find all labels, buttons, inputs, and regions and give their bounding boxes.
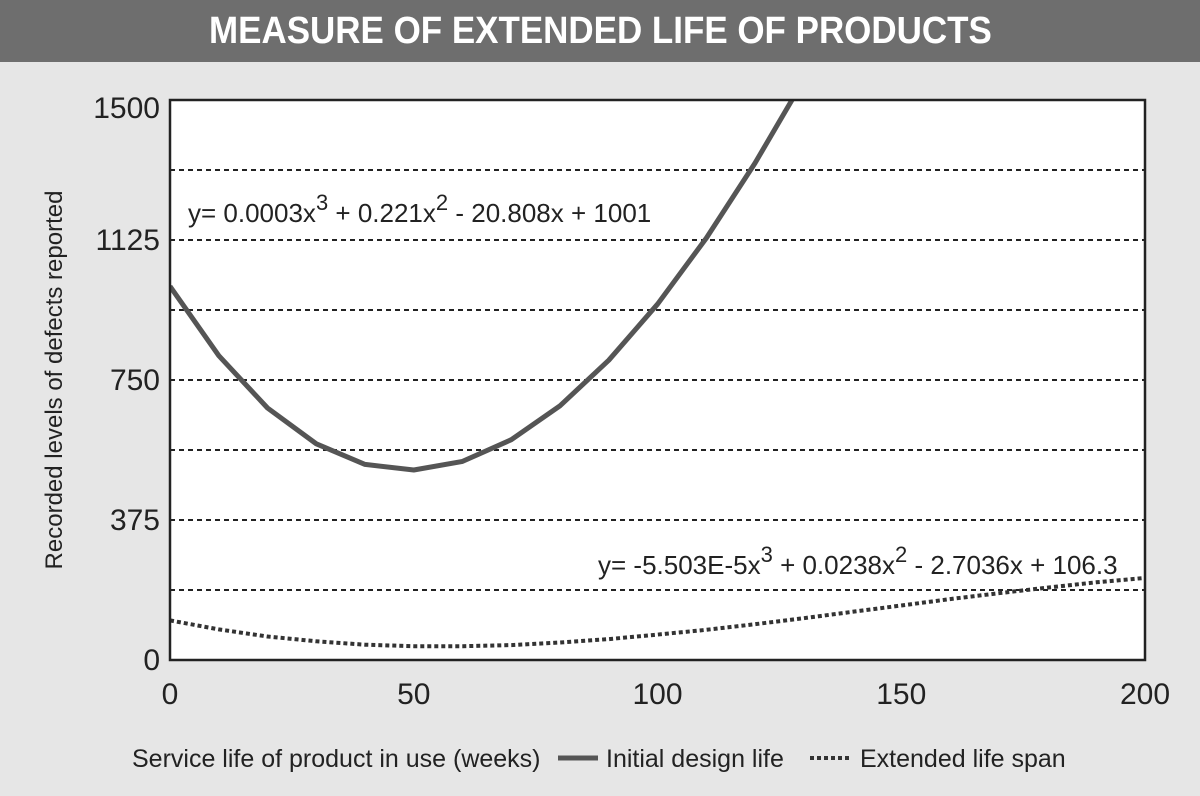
series-line-extended-life-span	[169, 575, 1146, 649]
x-axis-label: Service life of product in use (weeks)	[132, 745, 541, 773]
x-tick-label: 100	[632, 678, 682, 711]
x-tick-label: 200	[1120, 678, 1170, 711]
x-tick-label: 50	[397, 678, 430, 711]
plot-border	[168, 98, 1147, 662]
series-line-initial-design-life	[170, 100, 795, 473]
y-tick-label: 750	[110, 364, 160, 397]
y-axis-label: Recorded levels of defects reported	[41, 191, 68, 570]
equation-extended-life-span: y= -5.503E-5x3 + 0.0238x2 - 2.7036x + 10…	[598, 542, 1118, 581]
chart-svg: 0 375 750 1125 1500 0 50 100 150 200 Recorded leve…	[41, 92, 1170, 773]
legend-label-extended-life-span: Extended life span	[860, 745, 1066, 773]
y-tick-label: 1125	[95, 224, 160, 257]
chart-area: 0 375 750 1125 1500 0 50 100 150 200 Recorded leve…	[0, 62, 1200, 796]
y-tick-label: 1500	[93, 92, 160, 125]
x-tick-label: 0	[162, 678, 179, 711]
y-tick-label: 375	[110, 504, 160, 537]
y-tick-label: 0	[143, 644, 160, 677]
x-tick-label: 150	[876, 678, 926, 711]
equation-initial-design-life: y= 0.0003x3 + 0.221x2 - 20.808x + 1001	[188, 190, 651, 229]
chart-title: MEASURE OF EXTENDED LIFE OF PRODUCTS	[208, 9, 992, 52]
chart-title-bar: MEASURE OF EXTENDED LIFE OF PRODUCTS	[0, 0, 1200, 62]
legend-label-initial-design-life: Initial design life	[606, 745, 784, 773]
